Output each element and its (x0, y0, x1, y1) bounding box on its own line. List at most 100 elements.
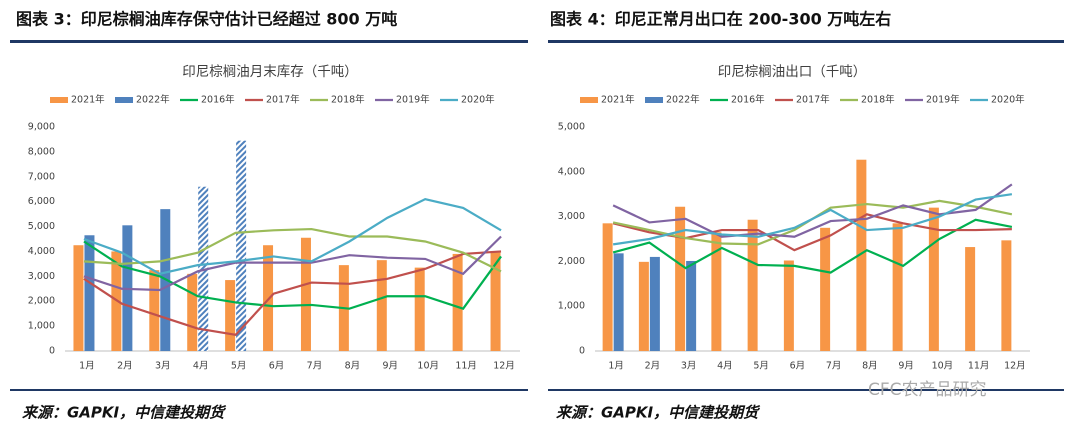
legend-label: 2020年 (461, 94, 495, 106)
legend-label: 2017年 (266, 94, 300, 106)
bar (711, 232, 722, 351)
rule (548, 40, 1064, 43)
legend-label: 2016年 (201, 94, 235, 106)
x-tick-label: 11月 (455, 361, 477, 372)
legend-label: 2018年 (331, 94, 365, 106)
bar (187, 273, 198, 351)
bar (490, 251, 501, 351)
x-tick-label: 10月 (417, 361, 439, 372)
bar (613, 253, 624, 351)
x-tick-label: 8月 (345, 361, 361, 372)
bar (783, 260, 794, 351)
series-line (83, 240, 502, 310)
series-line (83, 227, 502, 273)
bar (300, 237, 311, 351)
y-tick-label: 4,000 (28, 246, 55, 257)
legend-label: 2019年 (926, 94, 960, 106)
bar (376, 260, 387, 351)
x-tick-label: 7月 (307, 361, 323, 372)
source: 来源：GAPKI，中信建投期货 (22, 404, 227, 422)
bar (638, 261, 649, 351)
y-tick-label: 2,000 (28, 296, 55, 307)
legend-swatch (50, 97, 68, 103)
series-line (83, 250, 502, 337)
y-tick-label: 3,000 (558, 211, 585, 222)
series-line (83, 198, 502, 276)
x-tick-label: 5月 (753, 361, 769, 372)
y-tick-label: 7,000 (28, 171, 55, 182)
x-tick-label: 8月 (862, 361, 878, 372)
figure-title: 图表 4：印尼正常月出口在 200-300 万吨左右 (550, 10, 891, 29)
x-tick-label: 6月 (790, 361, 806, 372)
bar (198, 186, 209, 351)
legend-label: 2016年 (731, 94, 765, 106)
bar (686, 260, 697, 351)
bar (236, 140, 247, 351)
bar (1001, 240, 1012, 351)
y-tick-label: 5,000 (558, 122, 585, 133)
bar (149, 270, 160, 351)
series-line (612, 218, 1013, 274)
x-tick-label: 2月 (117, 361, 133, 372)
rule (10, 389, 528, 391)
x-tick-label: 10月 (932, 361, 954, 372)
x-tick-label: 5月 (231, 361, 247, 372)
x-tick-label: 12月 (493, 361, 515, 372)
series-line (612, 199, 1013, 246)
x-tick-label: 7月 (826, 361, 842, 372)
x-tick-label: 2月 (645, 361, 661, 372)
legend-label: 2021年 (601, 94, 635, 106)
x-tick-label: 12月 (1004, 361, 1026, 372)
bar (84, 235, 95, 351)
y-tick-label: 1,000 (558, 301, 585, 312)
bar (602, 223, 613, 351)
y-tick-label: 6,000 (28, 196, 55, 207)
legend-label: 2021年 (71, 94, 105, 106)
bar (649, 256, 660, 351)
legend-label: 2022年 (666, 94, 700, 106)
legend-label: 2017年 (796, 94, 830, 106)
bar (856, 159, 867, 351)
legend-label: 2020年 (991, 94, 1025, 106)
y-tick-label: 8,000 (28, 146, 55, 157)
x-tick-label: 1月 (79, 361, 95, 372)
x-tick-label: 3月 (681, 361, 697, 372)
x-tick-label: 9月 (898, 361, 914, 372)
y-tick-label: 5,000 (28, 221, 55, 232)
y-tick-label: 2,000 (558, 256, 585, 267)
series-line (612, 193, 1013, 246)
bar (225, 280, 236, 351)
bar (820, 227, 831, 351)
rule (548, 389, 1064, 391)
source: 来源：GAPKI，中信建投期货 (556, 404, 761, 422)
x-tick-label: 4月 (717, 361, 733, 372)
x-tick-label: 1月 (608, 361, 624, 372)
watermark: CFC农产品研究 (868, 380, 987, 400)
chart-title: 印尼棕榈油月末库存（千吨） (182, 64, 358, 80)
legend-label: 2022年 (136, 94, 170, 106)
y-tick-label: 3,000 (28, 271, 55, 282)
bar (965, 247, 976, 351)
y-tick-label: 0 (579, 346, 585, 357)
bar (675, 206, 686, 351)
chart-title: 印尼棕榈油出口（千吨） (718, 64, 867, 80)
figure-title: 图表 3：印尼棕榈油库存保守估计已经超过 800 万吨 (16, 10, 397, 29)
x-tick-label: 6月 (269, 361, 285, 372)
bar (928, 207, 939, 351)
rule (10, 40, 528, 43)
y-tick-label: 4,000 (558, 166, 585, 177)
y-tick-label: 1,000 (28, 321, 55, 332)
legend-swatch (645, 97, 663, 103)
legend-label: 2018年 (861, 94, 895, 106)
x-tick-label: 11月 (968, 361, 990, 372)
y-tick-label: 9,000 (28, 122, 55, 133)
x-tick-label: 4月 (193, 361, 209, 372)
x-tick-label: 9月 (383, 361, 399, 372)
x-tick-label: 3月 (155, 361, 171, 372)
bar (452, 253, 463, 351)
legend-swatch (580, 97, 598, 103)
bar (73, 245, 84, 351)
y-tick-label: 0 (49, 346, 55, 357)
bar (414, 267, 425, 351)
